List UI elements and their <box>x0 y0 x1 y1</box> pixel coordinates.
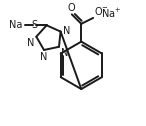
Text: N: N <box>40 52 47 62</box>
Text: N: N <box>27 38 35 48</box>
Text: O$^{-}$: O$^{-}$ <box>94 5 108 17</box>
Text: N: N <box>61 48 68 58</box>
Text: S: S <box>32 20 38 30</box>
Text: Na$^{+}$: Na$^{+}$ <box>101 7 121 20</box>
Text: O: O <box>67 3 75 13</box>
Text: N: N <box>63 26 70 36</box>
Text: Na: Na <box>9 20 22 30</box>
